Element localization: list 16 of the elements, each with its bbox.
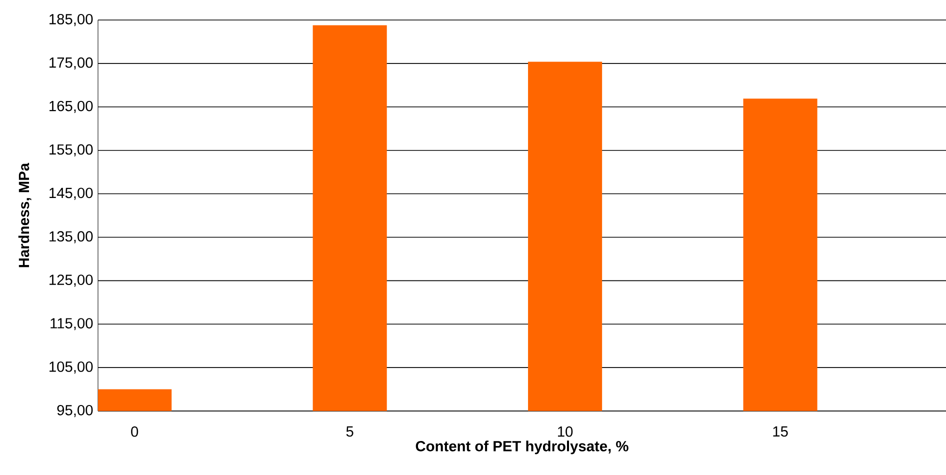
y-tick-label: 165,00 [50, 100, 93, 113]
y-tick-label: 95,00 [57, 404, 93, 418]
y-axis-title: Hardness, MPa [18, 162, 32, 268]
y-tick-label: 155,00 [50, 144, 93, 156]
y-tick-label: 135,00 [50, 231, 93, 244]
y-tick-label: 105,00 [50, 362, 93, 374]
x-tick-label: 5 [346, 426, 354, 437]
x-tick-label: 10 [558, 426, 573, 437]
y-tick-label: 115,00 [50, 318, 93, 330]
y-tick-label: 185,00 [50, 14, 93, 26]
y-tick-label: 125,00 [50, 274, 93, 287]
x-tick-label: 15 [773, 426, 788, 437]
y-tick-label: 145,00 [50, 188, 93, 200]
x-axis-title: Content of PET hydrolysate, % [416, 440, 628, 454]
x-tick-label: 0 [131, 426, 138, 437]
y-tick-label: 175,00 [50, 57, 93, 70]
